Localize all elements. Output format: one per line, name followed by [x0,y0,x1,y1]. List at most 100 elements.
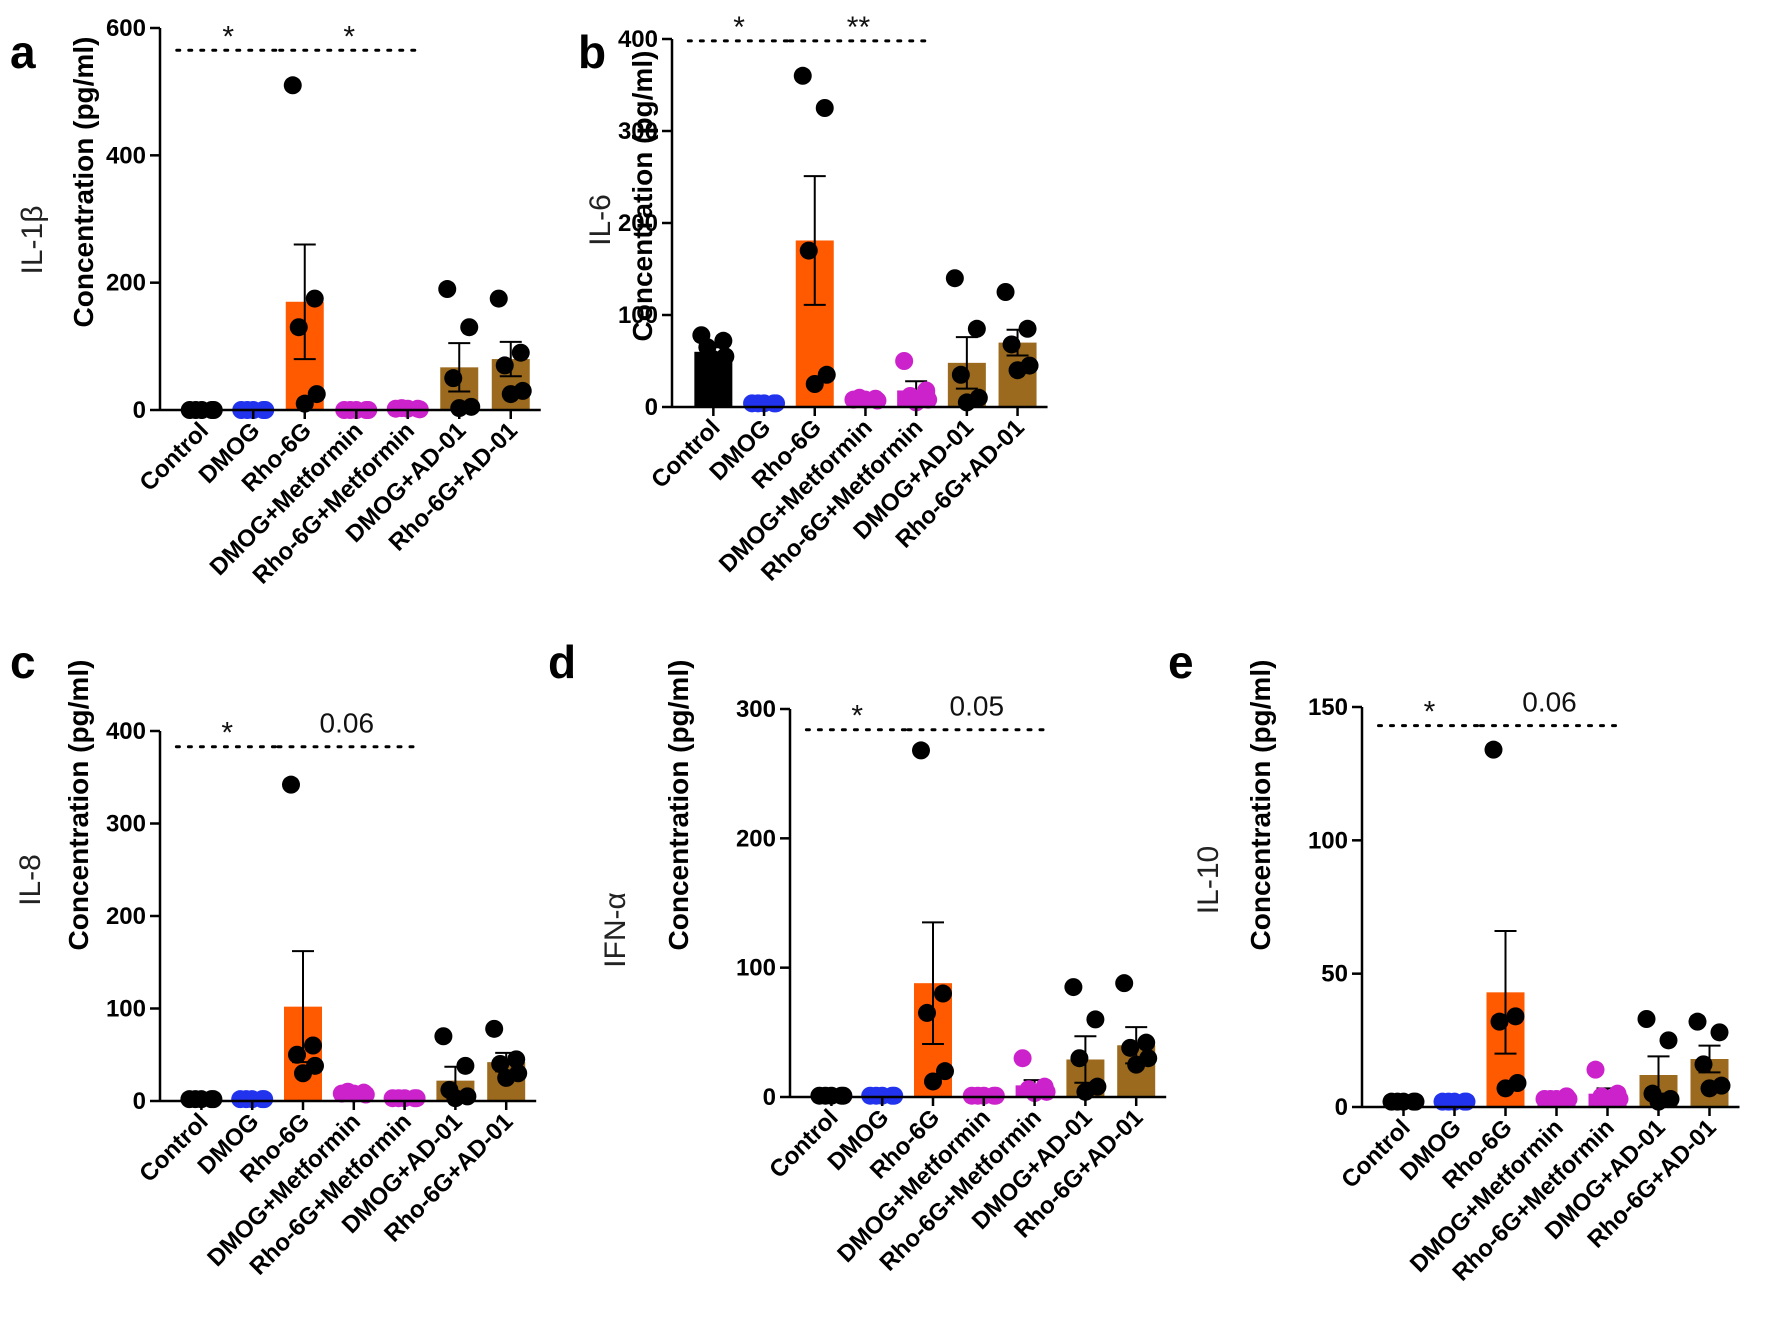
data-point-d-5-0 [1064,978,1083,997]
data-point-c-2-4 [294,1064,312,1083]
error-bar-b-2 [803,175,826,306]
y-tick-label-b-2: 200 [618,210,658,237]
error-bar-a-2 [293,243,316,361]
data-point-e-2-1 [1506,1007,1525,1026]
data-point-d-2-2 [918,1003,936,1022]
data-point-e-6-0 [1688,1012,1707,1031]
data-point-c-5-1 [456,1056,475,1075]
y-tick-label-a-3: 600 [106,15,146,42]
panel-letter-b: b [578,26,606,78]
data-point-b-5-0 [945,269,964,288]
data-point-a-2-2 [289,318,308,337]
data-point-c-6-2 [491,1055,510,1073]
data-point-a-5-0 [438,280,457,299]
data-point-b-6-0 [996,283,1015,301]
y-tick-label-a-1: 200 [106,270,146,297]
category-label-e-0: Control [1336,1114,1415,1193]
data-point-a-4-4 [398,399,417,418]
data-point-c-6-4 [497,1068,516,1087]
data-point-a-2-0 [283,76,302,95]
data-point-e-6-4 [1700,1079,1719,1098]
data-point-b-2-1 [815,99,834,117]
cytokine-label-b: IL-6 [584,194,617,246]
data-point-e-5-0 [1637,1010,1656,1028]
data-point-e-5-1 [1659,1031,1678,1050]
y-axis-title-b: Concentration (pg/ml) [627,51,658,342]
data-point-d-6-4 [1127,1055,1146,1074]
plot-area-c: 0100200300400ControlDMOGRho-6GDMOG+Metfo… [106,708,537,1280]
data-point-a-5-4 [450,399,469,418]
panel-a: a IL-1β Concentration (pg/ml) 0 200 400 600… [10,15,541,589]
significance-label-b-1: ** [847,11,871,44]
category-label-d-0: Control [764,1104,843,1183]
data-point-a-6-1 [511,343,530,362]
y-tick-label-e-2: 100 [1308,827,1348,854]
y-axis-title-d: Concentration (pg/ml) [663,660,694,951]
data-point-c-4-4 [395,1089,414,1108]
category-label-c-0: Control [134,1108,213,1187]
data-point-a-2-1 [305,289,324,308]
panel-b: b IL-6 Concentration (pg/ml) 0 100 200 300 4… [578,11,1048,586]
data-point-c-5-4 [446,1089,465,1108]
panel-d: d IFN-α Concentration (pg/ml) 0 100 200 300… [548,636,1167,1276]
data-point-d-2-4 [924,1072,942,1091]
data-point-e-6-1 [1710,1023,1729,1042]
y-tick-label-b-0: 0 [645,394,658,421]
error-bar-e-2 [1494,930,1517,1055]
category-label-a-0: Control [135,417,214,496]
plot-area-d: 0100200300ControlDMOGRho-6GDMOG+Metformi… [736,691,1167,1276]
data-point-a-6-4 [501,385,520,404]
cytokine-label-d: IFN-α [599,892,632,968]
data-point-d-5-2 [1070,1049,1089,1068]
y-tick-label-e-0: 0 [1335,1094,1348,1121]
data-point-b-2-4 [805,375,824,393]
y-tick-label-b-1: 100 [618,302,658,329]
data-point-d-6-1 [1137,1033,1156,1052]
panel-c: c IL-8 Concentration (pg/ml) 0 100 200 300 4… [10,636,537,1280]
significance-label-d-0: * [851,700,863,733]
data-point-b-4-0 [895,352,914,370]
data-point-d-1-4 [873,1086,892,1105]
data-point-e-2-2 [1490,1012,1509,1031]
error-bar-d-2 [922,921,944,1045]
data-point-c-5-0 [434,1027,453,1046]
data-point-c-1-4 [243,1090,262,1109]
panel-letter-c: c [10,636,36,688]
data-point-a-6-2 [495,356,514,375]
y-tick-label-c-2: 200 [106,903,146,930]
data-point-b-0-4 [704,350,723,369]
cytokine-label-a: IL-1β [16,206,49,275]
data-point-c-6-1 [507,1050,526,1069]
data-point-d-2-0 [912,741,930,760]
data-point-d-3-4 [974,1086,993,1105]
data-point-b-6-4 [1008,361,1027,380]
panel-e: e IL-10 Concentration (pg/ml) 0 50 100 150 C… [1168,636,1740,1286]
plot-area-b: 0100200300400ControlDMOGRho-6GDMOG+Metfo… [618,11,1048,586]
data-point-d-6-0 [1115,974,1134,993]
data-point-c-2-2 [288,1045,306,1064]
y-tick-label-a-0: 0 [133,397,146,424]
data-point-b-6-2 [1002,335,1021,354]
data-point-a-6-0 [489,289,508,308]
data-point-a-2-3 [307,385,326,404]
cytokine-label-c: IL-8 [14,854,47,906]
data-point-a-5-2 [444,369,463,388]
data-point-c-6-0 [485,1019,504,1038]
data-point-b-0-1 [714,331,733,350]
data-point-b-6-1 [1018,319,1037,338]
y-tick-label-d-2: 200 [736,825,776,852]
data-point-e-4-0 [1586,1060,1605,1079]
data-point-d-5-1 [1086,1010,1105,1029]
data-point-d-2-3 [936,1062,954,1081]
significance-label-d-1: 0.05 [950,691,1005,722]
data-point-a-2-4 [295,394,314,413]
data-point-b-2-0 [793,66,812,85]
cytokine-label-e: IL-10 [1192,846,1225,914]
data-point-b-3-4 [856,390,875,409]
data-point-c-0-4 [192,1090,211,1109]
significance-label-a-0: * [222,20,234,53]
plot-area-e: 050100150ControlDMOGRho-6GDMOG+Metformin… [1308,687,1740,1286]
panel-letter-e: e [1168,636,1194,688]
data-point-a-5-1 [460,318,479,337]
